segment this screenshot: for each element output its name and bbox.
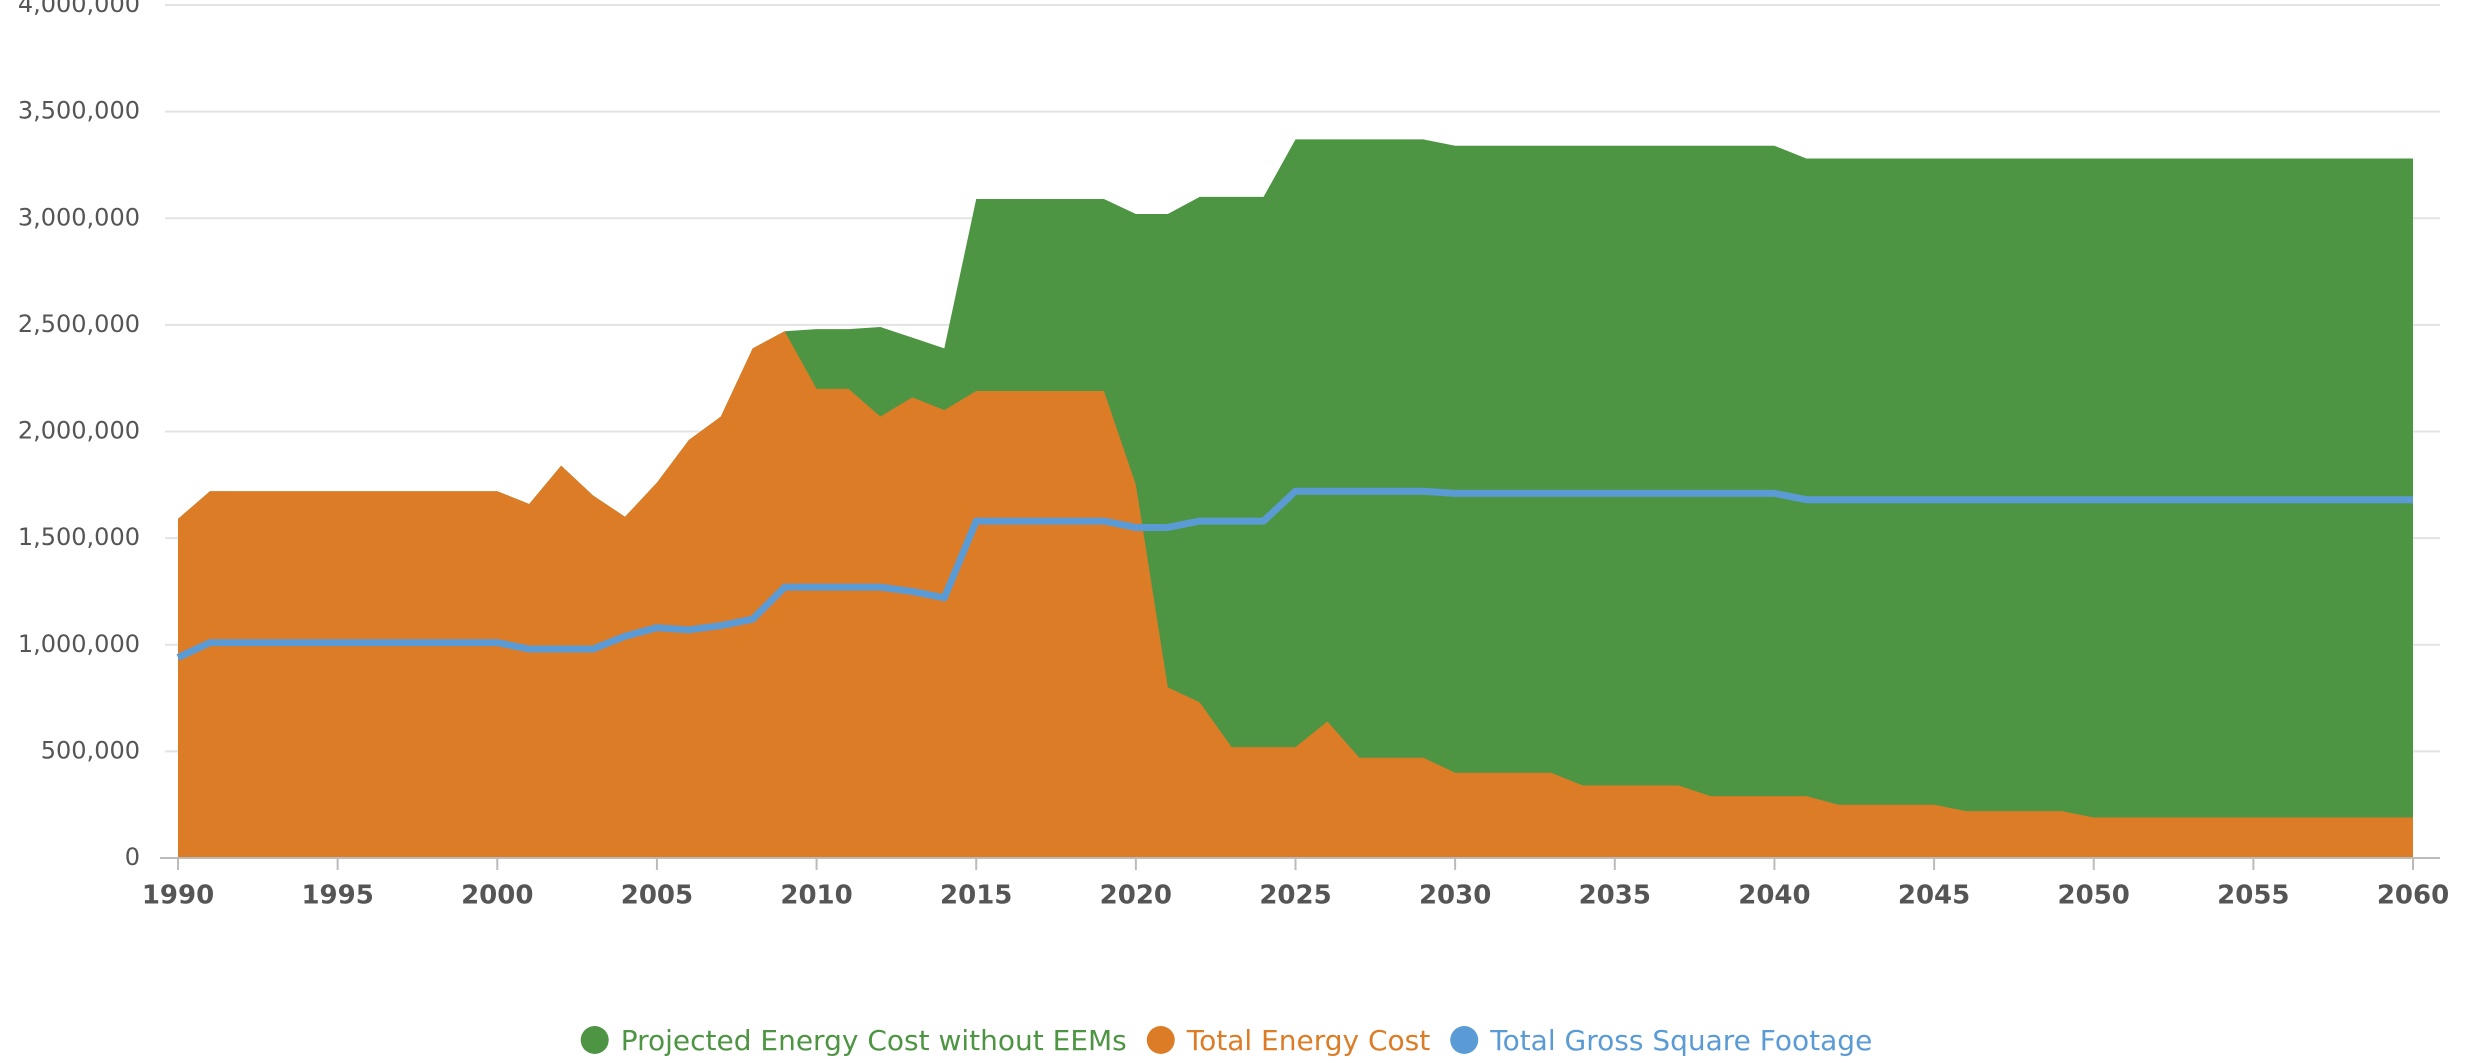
y-tick-label: 2,500,000 — [18, 310, 140, 338]
x-tick-label: 2015 — [940, 881, 1012, 911]
x-tick-label: 2020 — [1100, 881, 1172, 911]
x-tick-label: 1990 — [142, 881, 214, 911]
x-tick-label: 2010 — [780, 881, 852, 911]
x-tick-label: 2060 — [2377, 881, 2449, 911]
y-tick-label: 1,000,000 — [18, 630, 140, 658]
x-tick-label: 2030 — [1419, 881, 1491, 911]
y-tick-label: 1,500,000 — [18, 523, 140, 551]
legend-marker — [580, 1026, 609, 1054]
x-tick-label: 2005 — [621, 881, 693, 911]
legend-label: Total Gross Square Footage — [1489, 1024, 1872, 1057]
x-tick-label: 1995 — [301, 881, 373, 911]
x-tick-label: 2040 — [1738, 881, 1810, 911]
y-tick-label: 500,000 — [41, 736, 140, 764]
x-tick-label: 2000 — [461, 881, 533, 911]
y-tick-label: 3,500,000 — [18, 97, 140, 125]
line — [176, 487, 2413, 661]
y-tick-label: 2,000,000 — [18, 417, 140, 445]
legend-label: Total Energy Cost — [1186, 1024, 1430, 1057]
x-tick-label: 2045 — [1898, 881, 1970, 911]
x-tick-label: 2025 — [1259, 881, 1331, 911]
legend-marker — [1146, 1026, 1175, 1054]
legend-label: Projected Energy Cost without EEMs — [621, 1024, 1127, 1057]
x-tick-label: 2055 — [2217, 881, 2289, 911]
area — [178, 331, 2413, 859]
y-tick-label: 3,000,000 — [18, 203, 140, 231]
y-tick-label: 4,000,000 — [18, 0, 140, 18]
y-tick-label: 0 — [125, 843, 140, 871]
x-tick-label: 2050 — [2058, 881, 2130, 911]
legend-marker — [1450, 1026, 1479, 1054]
x-tick-label: 2035 — [1579, 881, 1651, 911]
